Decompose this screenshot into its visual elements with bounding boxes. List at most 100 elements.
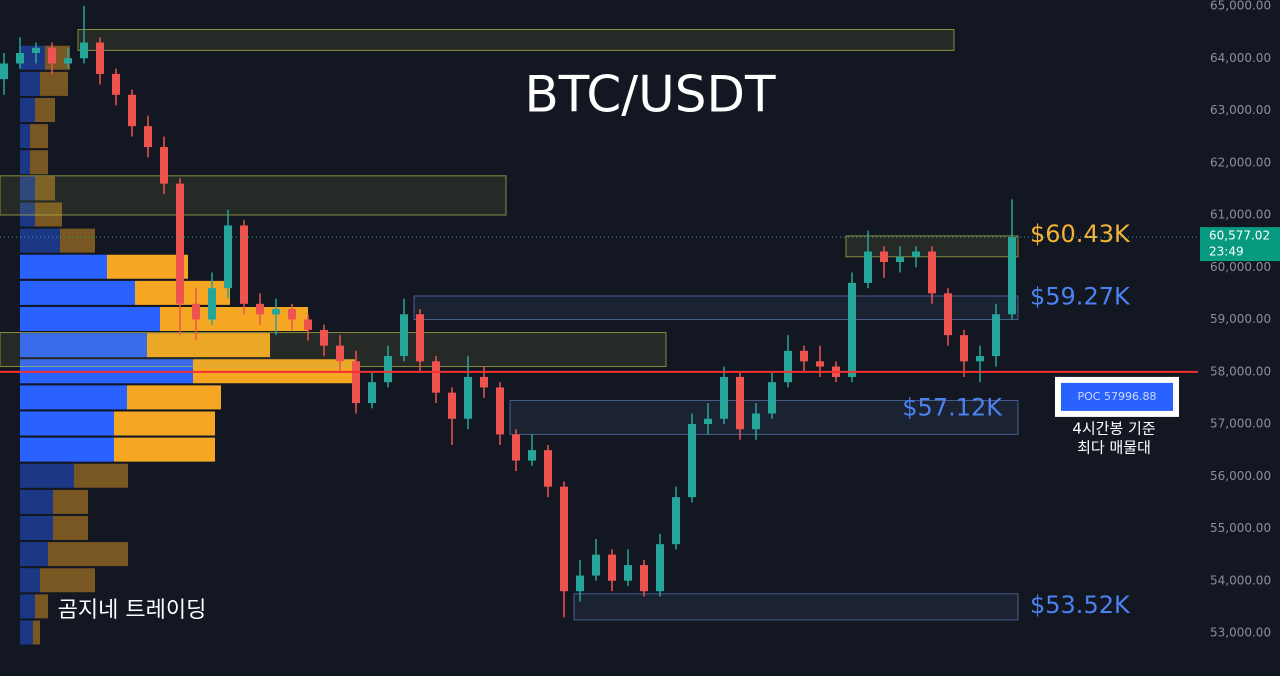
candle-body xyxy=(96,42,104,74)
profile-sell xyxy=(160,307,308,331)
y-tick-label: 59,000.00 xyxy=(1210,312,1271,326)
profile-buy xyxy=(20,594,35,619)
candle-body xyxy=(256,303,264,315)
profile-buy xyxy=(20,124,30,149)
candle-body xyxy=(416,314,424,362)
candle-body xyxy=(64,58,72,64)
poc-box xyxy=(1061,382,1173,411)
candle-body xyxy=(608,554,616,581)
profile-sell xyxy=(53,489,88,514)
y-tick-label: 65,000.00 xyxy=(1210,0,1271,13)
y-tick-label: 55,000.00 xyxy=(1210,521,1271,535)
profile-sell xyxy=(107,254,188,279)
y-tick-label: 53,000.00 xyxy=(1210,626,1271,640)
profile-buy xyxy=(20,254,107,279)
profile-sell xyxy=(60,228,95,253)
candle-body xyxy=(192,303,200,320)
y-tick-label: 62,000.00 xyxy=(1210,155,1271,169)
profile-sell xyxy=(33,620,40,645)
zone xyxy=(573,593,1019,621)
candle-body xyxy=(752,413,760,430)
profile-buy xyxy=(20,385,127,410)
profile-buy xyxy=(20,280,135,305)
zone xyxy=(0,175,507,216)
candle-body xyxy=(944,293,952,336)
profile-buy xyxy=(20,516,53,540)
candle-body xyxy=(848,282,856,377)
zone xyxy=(413,295,1019,320)
y-tick-label: 64,000.00 xyxy=(1210,51,1271,65)
y-tick-label: 56,000.00 xyxy=(1210,469,1271,483)
profile-buy xyxy=(20,333,147,358)
candle-body xyxy=(448,392,456,419)
candle-body xyxy=(80,42,88,59)
candle-body xyxy=(576,575,584,592)
candle-body xyxy=(704,418,712,424)
candle-body xyxy=(224,225,232,289)
candle-body xyxy=(784,350,792,383)
candle-body xyxy=(656,544,664,592)
zone xyxy=(0,332,667,368)
candle-body xyxy=(736,376,744,430)
y-tick-label: 61,000.00 xyxy=(1210,208,1271,222)
y-tick-label: 57,000.00 xyxy=(1210,417,1271,431)
candle-body xyxy=(272,309,280,315)
candle-body xyxy=(992,314,1000,357)
candle-body xyxy=(928,251,936,294)
candle-body xyxy=(912,251,920,257)
profile-buy xyxy=(20,568,40,593)
profile-buy xyxy=(20,411,114,436)
y-tick-label: 63,000.00 xyxy=(1210,103,1271,117)
profile-buy xyxy=(20,228,60,253)
candle-body xyxy=(112,73,120,95)
candle-body xyxy=(960,335,968,362)
candle-body xyxy=(528,450,536,461)
profile-sell xyxy=(40,71,68,96)
candle-body xyxy=(768,382,776,414)
candle-body xyxy=(32,47,40,54)
price-level-label: $60.43K xyxy=(1030,220,1131,248)
candle-body xyxy=(352,361,360,404)
profile-sell xyxy=(35,176,55,201)
price-axis: $60.43K $59.27K $57.12K $53.52K 65,000.00 64,… xyxy=(0,0,1280,640)
price-level-label: $53.52K xyxy=(1030,591,1131,619)
y-tick-label: 58,000.00 xyxy=(1210,364,1271,378)
candle-body xyxy=(320,329,328,346)
poc-label: POC 57996.88 xyxy=(1078,390,1157,403)
candle-body xyxy=(400,314,408,357)
profile-buy xyxy=(20,176,35,201)
profile-buy xyxy=(20,307,160,331)
candle-body xyxy=(800,350,808,362)
profile-buy xyxy=(20,71,40,96)
profile-sell xyxy=(127,385,221,410)
candle-body xyxy=(384,356,392,383)
last-price-badge xyxy=(1200,227,1280,262)
candle-body xyxy=(368,382,376,404)
candle-body xyxy=(208,288,216,320)
y-tick-label: 60,000.00 xyxy=(1210,260,1271,274)
candle-body xyxy=(480,376,488,388)
candle-body xyxy=(896,256,904,263)
profile-sell xyxy=(147,333,270,358)
profile-sell xyxy=(53,516,88,540)
candle-body xyxy=(176,183,184,304)
profile-buy xyxy=(20,437,114,462)
profile-sell xyxy=(35,98,55,122)
candle-body xyxy=(880,251,888,263)
candle-body xyxy=(144,126,152,148)
poc-note: 최다 매물대 xyxy=(1077,438,1151,456)
profile-buy xyxy=(20,98,35,122)
candle-body xyxy=(304,319,312,330)
price-level-label: $59.27K xyxy=(1030,282,1131,310)
candle-body xyxy=(720,376,728,419)
price-level-label: $57.12K xyxy=(902,394,1003,422)
candle-body xyxy=(544,450,552,487)
candle-body xyxy=(160,147,168,184)
poc-note: 4시간봉 기준 xyxy=(1072,419,1156,437)
candle-body xyxy=(336,345,344,362)
profile-sell xyxy=(30,124,48,149)
candle-body xyxy=(0,63,8,80)
candle-body xyxy=(240,225,248,304)
chart-title: BTC/USDT xyxy=(524,66,776,124)
candle-body xyxy=(128,94,136,127)
